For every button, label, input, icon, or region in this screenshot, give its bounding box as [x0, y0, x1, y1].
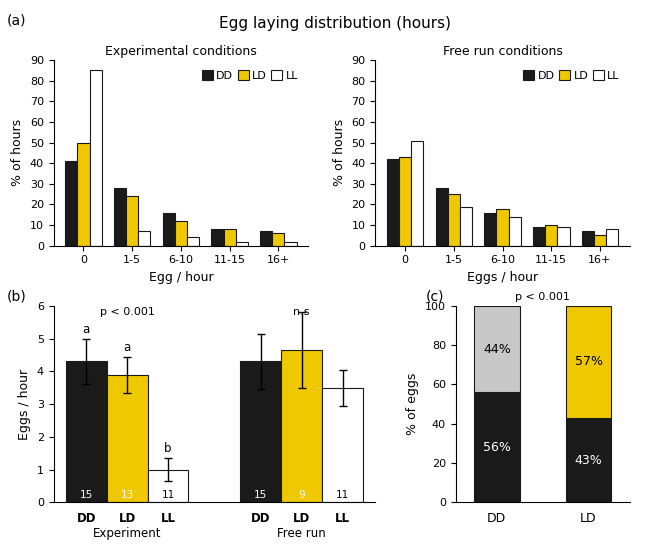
- Bar: [322, 388, 363, 502]
- Text: 9: 9: [298, 490, 305, 500]
- Y-axis label: Eggs / hour: Eggs / hour: [18, 369, 31, 440]
- Text: 11: 11: [161, 490, 175, 500]
- Bar: [281, 350, 322, 502]
- Bar: [114, 188, 126, 246]
- X-axis label: Egg / hour: Egg / hour: [149, 271, 213, 284]
- Text: Free run: Free run: [277, 527, 326, 540]
- Bar: [557, 227, 570, 246]
- Text: 57%: 57%: [575, 355, 602, 369]
- Y-axis label: % of eggs: % of eggs: [406, 373, 419, 435]
- Text: 11: 11: [336, 490, 349, 500]
- Bar: [65, 161, 77, 246]
- Bar: [241, 361, 281, 502]
- Text: 13: 13: [121, 490, 134, 500]
- Bar: [474, 306, 520, 392]
- Y-axis label: % of hours: % of hours: [11, 120, 24, 186]
- Title: Experimental conditions: Experimental conditions: [105, 45, 257, 57]
- Text: 15: 15: [80, 490, 93, 500]
- Bar: [107, 375, 147, 502]
- Text: a: a: [123, 341, 131, 354]
- Bar: [387, 159, 399, 246]
- Bar: [594, 235, 606, 246]
- Text: (a): (a): [7, 14, 26, 28]
- Bar: [126, 196, 138, 246]
- X-axis label: Eggs / hour: Eggs / hour: [467, 271, 538, 284]
- Text: p < 0.001: p < 0.001: [100, 307, 155, 317]
- Bar: [436, 188, 448, 246]
- Text: 56%: 56%: [483, 441, 511, 454]
- Bar: [399, 157, 411, 246]
- Bar: [224, 229, 236, 246]
- Bar: [175, 221, 187, 246]
- Text: 43%: 43%: [575, 454, 602, 467]
- Bar: [606, 229, 618, 246]
- Bar: [582, 232, 594, 246]
- Text: p < 0.001: p < 0.001: [515, 292, 570, 302]
- Text: (c): (c): [425, 289, 444, 304]
- Bar: [496, 209, 509, 246]
- Bar: [565, 418, 612, 502]
- Text: Egg laying distribution (hours): Egg laying distribution (hours): [219, 16, 451, 31]
- Text: a: a: [82, 323, 90, 336]
- Bar: [545, 225, 557, 246]
- Bar: [272, 233, 285, 246]
- Text: n.s: n.s: [293, 307, 310, 317]
- Legend: DD, LD, LL: DD, LD, LL: [519, 66, 624, 85]
- Bar: [285, 241, 297, 246]
- Bar: [565, 306, 612, 418]
- Bar: [236, 241, 248, 246]
- Y-axis label: % of hours: % of hours: [333, 120, 346, 186]
- Bar: [66, 361, 107, 502]
- Text: 44%: 44%: [483, 342, 511, 355]
- Bar: [163, 213, 175, 246]
- Bar: [260, 232, 272, 246]
- Text: Experiment: Experiment: [93, 527, 161, 540]
- Bar: [77, 143, 90, 246]
- Bar: [474, 392, 520, 502]
- Bar: [484, 213, 496, 246]
- Bar: [533, 227, 545, 246]
- Bar: [138, 232, 151, 246]
- Title: Free run conditions: Free run conditions: [443, 45, 562, 57]
- Bar: [509, 217, 521, 246]
- Bar: [187, 238, 199, 246]
- Bar: [460, 206, 472, 246]
- Bar: [147, 470, 188, 502]
- Bar: [411, 140, 423, 246]
- Bar: [448, 194, 460, 246]
- Bar: [90, 70, 102, 246]
- Bar: [211, 229, 224, 246]
- Text: 15: 15: [254, 490, 267, 500]
- Text: b: b: [164, 442, 172, 455]
- Text: (b): (b): [7, 289, 26, 304]
- Legend: DD, LD, LL: DD, LD, LL: [197, 66, 303, 85]
